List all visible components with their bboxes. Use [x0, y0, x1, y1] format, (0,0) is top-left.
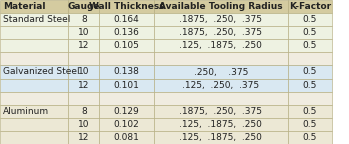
- Text: Galvanized Steel: Galvanized Steel: [3, 68, 80, 76]
- Text: Wall Thickness: Wall Thickness: [89, 2, 164, 11]
- Bar: [154, 118, 288, 131]
- Bar: [288, 0, 332, 13]
- Text: .125,  .250,  .375: .125, .250, .375: [182, 81, 259, 90]
- Bar: [0, 26, 68, 39]
- Text: Aluminum: Aluminum: [3, 107, 49, 116]
- Text: 12: 12: [78, 81, 89, 90]
- Bar: [288, 26, 332, 39]
- Text: 0.5: 0.5: [303, 133, 317, 142]
- Text: 12: 12: [78, 41, 89, 50]
- Bar: [154, 13, 288, 26]
- Bar: [288, 39, 332, 52]
- Bar: [0, 0, 68, 13]
- Text: 0.138: 0.138: [113, 68, 140, 76]
- Text: 0.5: 0.5: [303, 81, 317, 90]
- Bar: [99, 0, 154, 13]
- Bar: [0, 118, 68, 131]
- Bar: [68, 26, 99, 39]
- Text: Standard Steel: Standard Steel: [3, 15, 70, 24]
- Bar: [154, 52, 288, 66]
- Text: 0.164: 0.164: [114, 15, 139, 24]
- Text: 8: 8: [81, 15, 87, 24]
- Text: 0.136: 0.136: [113, 28, 140, 37]
- Bar: [0, 66, 68, 78]
- Bar: [99, 131, 154, 144]
- Text: 0.102: 0.102: [114, 120, 139, 129]
- Bar: [0, 39, 68, 52]
- Text: .125,  .1875,  .250: .125, .1875, .250: [179, 133, 262, 142]
- Bar: [68, 78, 99, 92]
- Bar: [154, 105, 288, 118]
- Text: .1875,  .250,  .375: .1875, .250, .375: [179, 28, 262, 37]
- Bar: [0, 78, 68, 92]
- Text: 0.5: 0.5: [303, 68, 317, 76]
- Text: Gauge: Gauge: [67, 2, 100, 11]
- Bar: [288, 118, 332, 131]
- Bar: [68, 39, 99, 52]
- Text: 0.101: 0.101: [113, 81, 140, 90]
- Bar: [68, 66, 99, 78]
- Bar: [99, 78, 154, 92]
- Bar: [99, 66, 154, 78]
- Bar: [154, 78, 288, 92]
- Text: .1875,  .250,  .375: .1875, .250, .375: [179, 15, 262, 24]
- Bar: [99, 92, 154, 105]
- Bar: [68, 118, 99, 131]
- Bar: [288, 52, 332, 66]
- Text: 0.5: 0.5: [303, 15, 317, 24]
- Text: .1875,  .250,  .375: .1875, .250, .375: [179, 107, 262, 116]
- Bar: [99, 39, 154, 52]
- Text: 0.5: 0.5: [303, 41, 317, 50]
- Bar: [99, 118, 154, 131]
- Bar: [68, 131, 99, 144]
- Bar: [68, 13, 99, 26]
- Text: 0.5: 0.5: [303, 28, 317, 37]
- Bar: [99, 26, 154, 39]
- Text: 10: 10: [78, 28, 89, 37]
- Bar: [288, 131, 332, 144]
- Text: K-Factor: K-Factor: [289, 2, 331, 11]
- Bar: [68, 92, 99, 105]
- Bar: [68, 105, 99, 118]
- Bar: [154, 26, 288, 39]
- Text: 0.081: 0.081: [113, 133, 140, 142]
- Text: .125,  .1875,  .250: .125, .1875, .250: [179, 41, 262, 50]
- Text: .250,    .375: .250, .375: [194, 68, 248, 76]
- Text: 10: 10: [78, 120, 89, 129]
- Bar: [288, 66, 332, 78]
- Bar: [154, 0, 288, 13]
- Text: Available Tooling Radius: Available Tooling Radius: [159, 2, 283, 11]
- Bar: [288, 13, 332, 26]
- Text: 8: 8: [81, 107, 87, 116]
- Bar: [154, 92, 288, 105]
- Bar: [68, 0, 99, 13]
- Bar: [154, 66, 288, 78]
- Bar: [154, 131, 288, 144]
- Text: .125,  .1875,  .250: .125, .1875, .250: [179, 120, 262, 129]
- Text: 0.105: 0.105: [113, 41, 140, 50]
- Text: 0.129: 0.129: [114, 107, 139, 116]
- Bar: [288, 78, 332, 92]
- Bar: [0, 131, 68, 144]
- Bar: [0, 52, 68, 66]
- Bar: [99, 13, 154, 26]
- Text: 12: 12: [78, 133, 89, 142]
- Bar: [154, 39, 288, 52]
- Bar: [0, 13, 68, 26]
- Bar: [0, 92, 68, 105]
- Bar: [68, 52, 99, 66]
- Text: 0.5: 0.5: [303, 107, 317, 116]
- Bar: [0, 105, 68, 118]
- Text: 10: 10: [78, 68, 89, 76]
- Bar: [99, 52, 154, 66]
- Bar: [99, 105, 154, 118]
- Text: 0.5: 0.5: [303, 120, 317, 129]
- Bar: [288, 92, 332, 105]
- Text: Material: Material: [3, 2, 45, 11]
- Bar: [288, 105, 332, 118]
